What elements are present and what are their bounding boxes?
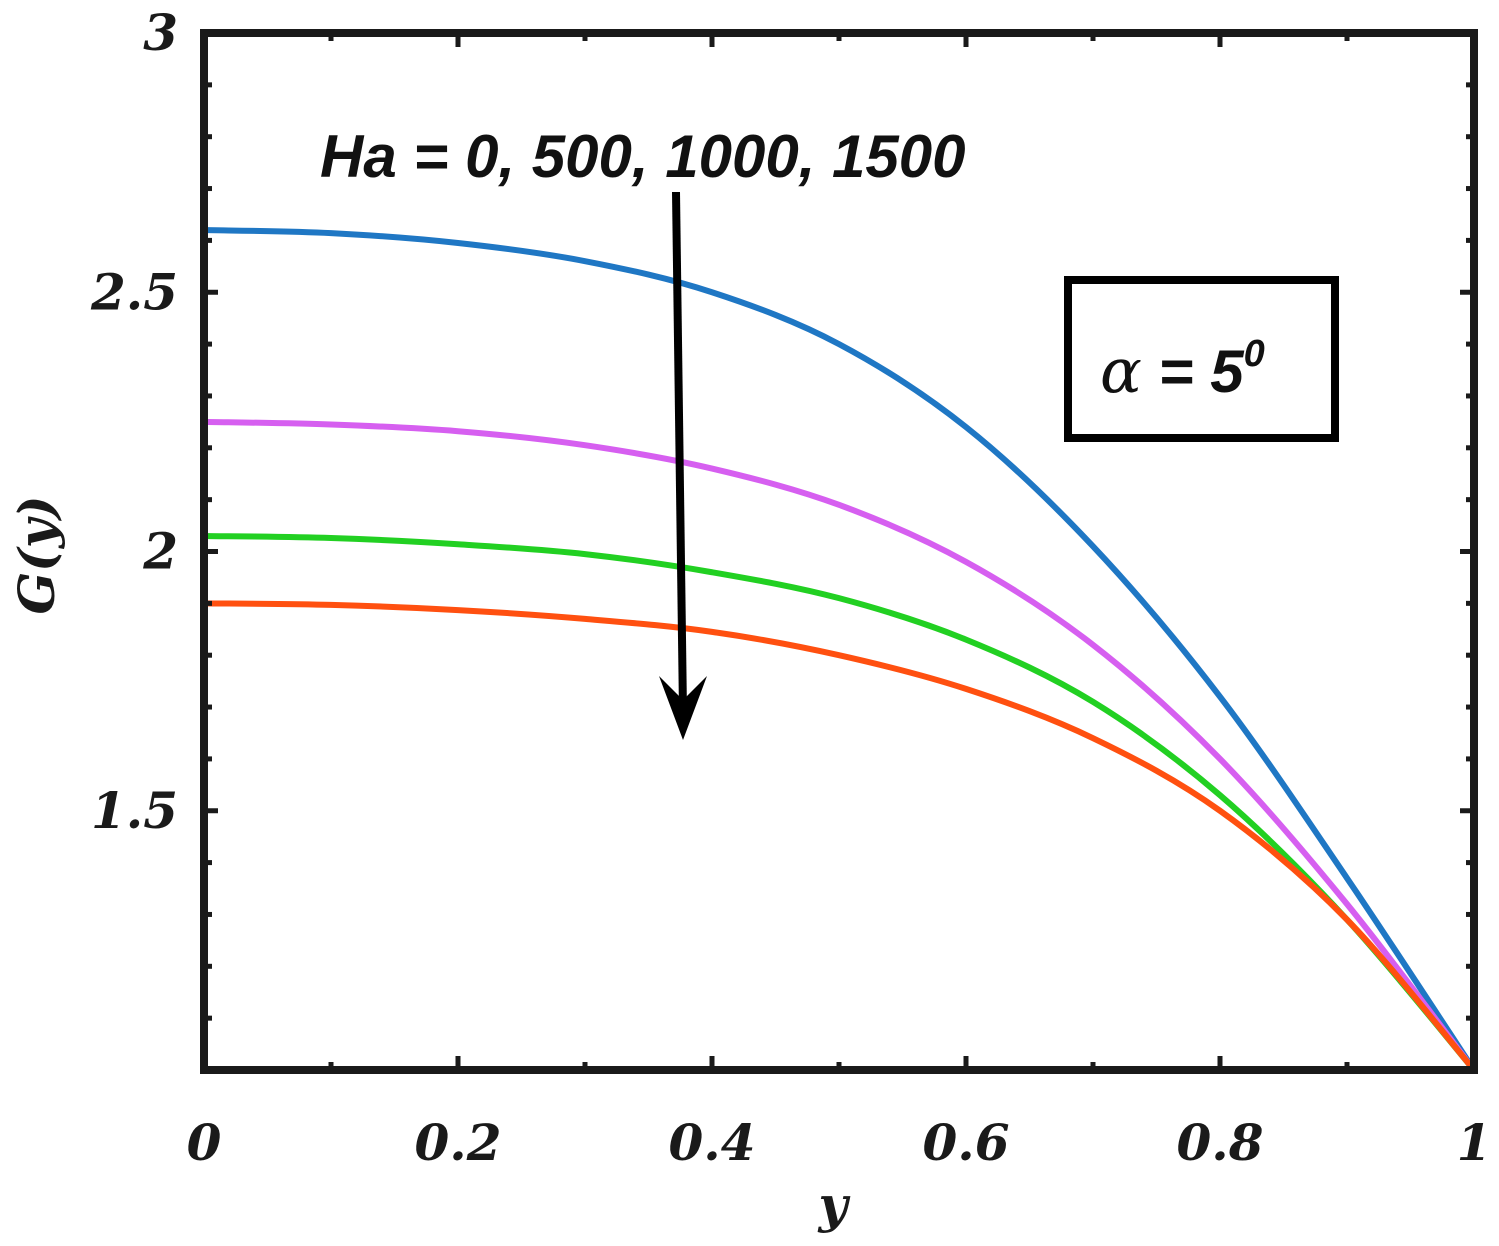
alpha-superscript: 0 (1244, 333, 1265, 375)
ha-arrow-shaft (672, 191, 687, 713)
ha-arrow-head (659, 676, 707, 740)
x-axis-title: y (817, 1175, 850, 1234)
x-tick-label: 0 (187, 1113, 222, 1172)
series-layer (201, 227, 1477, 1073)
y-axis-title: G(y) (7, 495, 66, 614)
alpha-box-frame (1064, 276, 1339, 442)
ha-annotation: Ha = 0, 500, 1000, 1500 (320, 123, 966, 190)
alpha-value: = 5 (1142, 338, 1245, 405)
ha-arrow (659, 191, 707, 740)
series-line-3 (201, 532, 1477, 1073)
series-line-2 (201, 418, 1477, 1073)
y-tick-label: 1.5 (91, 781, 178, 840)
y-tick-label: 3 (143, 3, 178, 62)
x-tick-label: 0.2 (415, 1113, 502, 1172)
y-tick-label: 2 (142, 522, 178, 581)
x-tick-label: 0.4 (669, 1113, 756, 1172)
series-line-4 (201, 600, 1477, 1073)
x-tick-label: 0.6 (923, 1113, 1010, 1172)
alpha-box: α = 50 (1064, 276, 1339, 442)
alpha-symbol: α (1100, 334, 1142, 407)
x-tick-label: 1 (1457, 1113, 1492, 1172)
series-line-1 (201, 227, 1477, 1073)
plot-frame (200, 29, 1478, 1074)
x-tick-label: 0.8 (1177, 1113, 1264, 1172)
alpha-annotation: α = 50 (1100, 333, 1265, 407)
tick-label-layer: 0 0.2 0.4 0.6 0.8 1 1.5 2 2.5 3 (90, 3, 1491, 1172)
y-tick-label: 2.5 (90, 262, 178, 321)
